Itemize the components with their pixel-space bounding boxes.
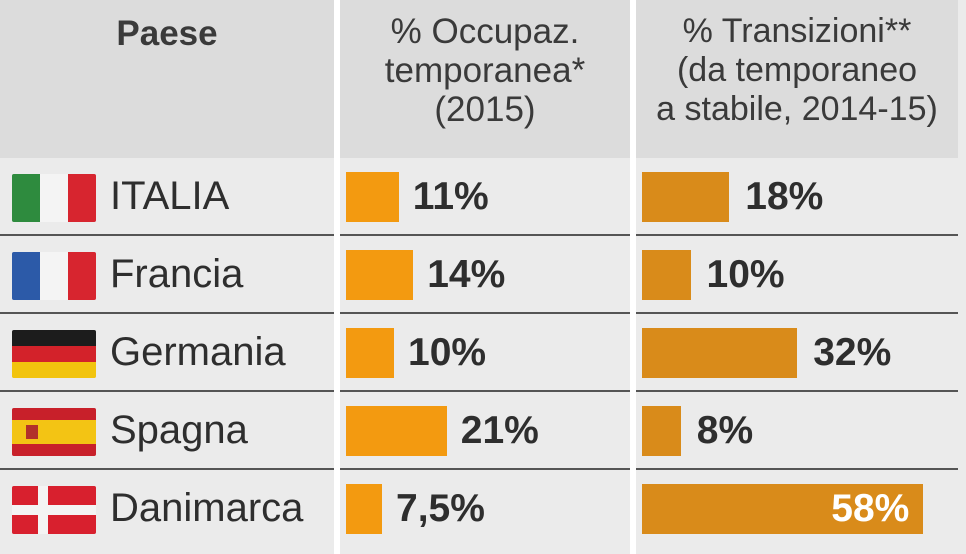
table-row: Spagna 21% 8% [0, 392, 958, 470]
country-name: Francia [110, 252, 244, 296]
column-divider [630, 0, 636, 554]
transitions-bar [642, 406, 681, 456]
transitions-bar [642, 484, 924, 534]
france-flag-icon [12, 252, 96, 300]
table-row: ITALIA 11% 18% [0, 158, 958, 236]
temp-employment-bar [346, 406, 447, 456]
transitions-value: 32% [813, 331, 892, 374]
country-name: Spagna [110, 408, 248, 452]
transitions-value: 10% [706, 253, 785, 296]
temp-employment-bar [346, 484, 382, 534]
temp-employment-value: 21% [460, 409, 539, 452]
header-temp-line3: (2015) [434, 90, 536, 129]
country-name: Germania [110, 330, 286, 374]
transitions-value: 18% [745, 175, 824, 218]
row-divider [0, 312, 958, 314]
temp-employment-value: 7,5% [396, 487, 485, 530]
row-divider [0, 468, 958, 470]
denmark-flag-icon [12, 486, 96, 534]
header-temporary-employment: % Occupaz. temporanea* (2015) [340, 0, 630, 158]
row-divider [0, 234, 958, 236]
header-trans-line1: % Transizioni** [682, 12, 912, 50]
temp-employment-bar [346, 172, 399, 222]
country-name: Danimarca [110, 486, 304, 530]
transitions-value: 8% [696, 409, 754, 452]
table-row: Francia 14% 10% [0, 236, 958, 314]
header-temp-line1: % Occupaz. [390, 12, 580, 51]
row-divider [0, 390, 958, 392]
temp-employment-value: 10% [408, 331, 487, 374]
header-transitions: % Transizioni** (da temporaneo a stabile… [636, 0, 958, 158]
italy-flag-icon [12, 174, 96, 222]
table-row: Danimarca 7,5% 58% [0, 470, 958, 548]
temp-employment-bar [346, 328, 394, 378]
header-country: Paese [0, 0, 334, 158]
country-name: ITALIA [110, 174, 230, 218]
temp-employment-bar [346, 250, 414, 300]
transitions-bar [642, 328, 798, 378]
spain-flag-icon [12, 408, 96, 456]
table-row: Germania 10% 32% [0, 314, 958, 392]
header-trans-line3: a stabile, 2014-15) [656, 90, 938, 128]
header-trans-line2: (da temporaneo [676, 51, 918, 89]
transitions-bar [642, 250, 691, 300]
transitions-bar [642, 172, 730, 222]
germany-flag-icon [12, 330, 96, 378]
temp-employment-value: 11% [412, 175, 489, 218]
column-divider [334, 0, 340, 554]
transitions-value: 58% [831, 487, 910, 530]
temp-employment-value: 14% [427, 253, 506, 296]
header-temp-line2: temporanea* [384, 51, 586, 90]
